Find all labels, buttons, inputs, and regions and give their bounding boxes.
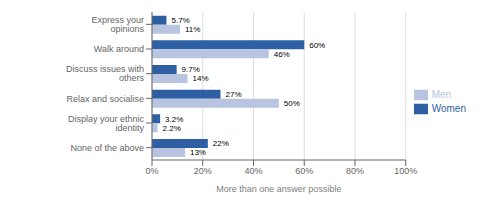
svg-text:2.2%: 2.2% [163, 124, 181, 133]
svg-text:60%: 60% [295, 166, 313, 176]
html-text:Women: Women [431, 102, 466, 114]
svg-text:Discuss issues withothers: Discuss issues withothers [66, 64, 145, 83]
svg-text:Display your ethnicidentity: Display your ethnicidentity [68, 114, 145, 133]
svg-text:5.7%: 5.7% [171, 16, 189, 25]
svg-text:Express youropinions: Express youropinions [91, 15, 144, 34]
svg-text:20%: 20% [194, 166, 212, 176]
svg-text:80%: 80% [346, 166, 364, 176]
svg-text:0%: 0% [145, 166, 158, 176]
svg-text:Relax and socialise: Relax and socialise [66, 94, 144, 104]
svg-text:40%: 40% [244, 166, 262, 176]
svg-text:More than one answer possible: More than one answer possible [216, 184, 341, 194]
svg-text:60%: 60% [309, 41, 325, 50]
svg-text:14%: 14% [193, 74, 209, 83]
svg-text:100%: 100% [394, 166, 417, 176]
svg-text:13%: 13% [190, 148, 206, 157]
svg-text:27%: 27% [226, 90, 242, 99]
svg-text:Walk around: Walk around [94, 44, 144, 54]
svg-text:11%: 11% [185, 25, 200, 34]
svg-text:None of the above: None of the above [70, 143, 144, 153]
svg-text:22%: 22% [213, 139, 229, 148]
svg-text:3.2%: 3.2% [165, 115, 183, 124]
html-text:Men: Men [431, 88, 452, 100]
svg-text:9.7%: 9.7% [182, 65, 200, 74]
svg-text:50%: 50% [284, 99, 300, 108]
svg-text:46%: 46% [274, 50, 290, 59]
